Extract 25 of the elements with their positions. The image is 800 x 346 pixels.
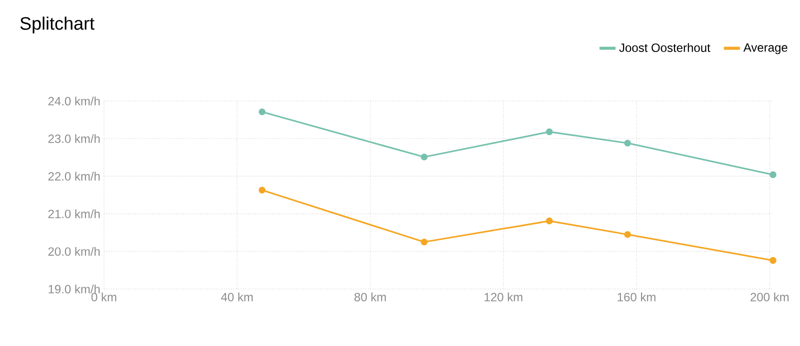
point — [420, 238, 428, 246]
x-tick-label: 40 km — [221, 292, 253, 302]
point — [546, 218, 553, 224]
y-tick-label: 21.0 km/h — [48, 209, 100, 218]
legend-label: Joost Oosterhout — [619, 43, 710, 52]
x-tick-label: 0 km — [91, 292, 116, 302]
point — [258, 108, 266, 116]
y-tick-label: 20.0 km/h — [48, 247, 100, 256]
point — [420, 154, 428, 160]
point — [770, 171, 776, 178]
point — [624, 231, 631, 238]
x-tick-label: 200 km — [750, 292, 789, 302]
x-tick-label: 120 km — [484, 292, 522, 302]
point — [546, 128, 553, 136]
y-tick-label: 19.0 km/h — [48, 284, 100, 294]
x-tick-label: 80 km — [354, 292, 386, 302]
point — [770, 257, 776, 264]
chart-title: Splitchart — [20, 16, 94, 34]
point — [258, 186, 266, 194]
y-tick-label: 23.0 km/h — [48, 134, 100, 143]
y-tick-label: 24.0 km/h — [48, 96, 100, 106]
legend-label: Average — [743, 43, 788, 54]
y-tick-label: 22.0 km/h — [48, 172, 100, 181]
point — [624, 140, 631, 147]
x-tick-label: 160 km — [618, 292, 656, 302]
